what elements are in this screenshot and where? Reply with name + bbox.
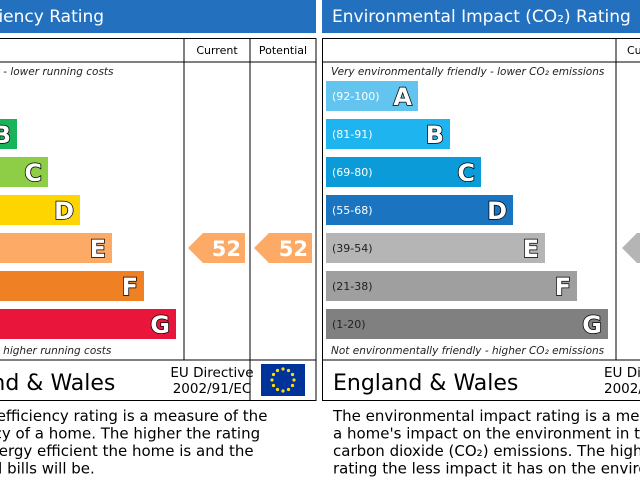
- band-bar: [326, 233, 545, 263]
- directive: 2002/91/EC: [604, 381, 640, 397]
- directive: EU Directive: [170, 365, 253, 381]
- flag-star: [286, 387, 291, 392]
- description-line: lower the fuel bills will be.: [0, 460, 95, 478]
- bottom-note: Not environmentally friendly - higher CO…: [331, 345, 605, 357]
- title-bar: [0, 0, 316, 33]
- description-line: overall efficiency of a home. The higher…: [0, 425, 260, 443]
- band-letter: C: [24, 159, 42, 187]
- eu-flag: [261, 364, 305, 396]
- band-bar: [0, 271, 144, 301]
- potential-value: 52: [279, 237, 308, 261]
- flag-star: [271, 372, 276, 377]
- band-letter: D: [487, 197, 507, 225]
- band-bar: [0, 157, 48, 187]
- description-line: The environmental impact rating is a mea…: [332, 407, 640, 425]
- description-line: rating the less impact it has on the env…: [333, 460, 640, 478]
- bottom-note: Not energy efficient - higher running co…: [0, 345, 112, 357]
- band-range: (81-91): [332, 128, 373, 141]
- band-bar: [326, 119, 450, 149]
- region: England & Wales: [333, 371, 518, 396]
- current-arrow: [188, 233, 245, 263]
- band-range: (1-20): [332, 318, 366, 331]
- potential-arrow: [254, 233, 312, 263]
- band-letter: B: [426, 121, 444, 149]
- description-line: The energy efficiency rating is a measur…: [0, 407, 267, 425]
- band-letter: F: [555, 273, 571, 301]
- band-bar: [0, 309, 176, 339]
- band-bar: [0, 233, 112, 263]
- panel-frame: [322, 38, 640, 401]
- band-letter: B: [0, 121, 11, 149]
- band-range: (21-38): [332, 280, 373, 293]
- flag-star: [270, 378, 274, 382]
- top-note: Very energy efficient - lower running co…: [0, 66, 114, 78]
- description-line: a home's impact on the environment in te…: [333, 425, 640, 443]
- band-bar: [0, 119, 17, 149]
- band-bar: [326, 271, 577, 301]
- band-range: (39-54): [332, 242, 373, 255]
- description-line: carbon dioxide (CO₂) emissions. The high…: [333, 442, 640, 460]
- band-range: (92-100): [332, 90, 380, 103]
- flag-star: [271, 383, 276, 388]
- band-bar: [326, 309, 608, 339]
- flag-star: [275, 368, 280, 373]
- flag-star: [281, 367, 285, 371]
- band-letter: E: [90, 235, 106, 263]
- title-bar: [322, 0, 640, 33]
- flag-star: [290, 383, 295, 388]
- band-letter: E: [523, 235, 539, 263]
- directive: 2002/91/EC: [173, 381, 252, 397]
- flag-star: [275, 387, 280, 392]
- flag-star: [290, 372, 295, 377]
- flag-star: [286, 368, 291, 373]
- band-bar: [326, 195, 513, 225]
- band-range: (69-80): [332, 166, 373, 179]
- column-header: Current: [196, 44, 238, 57]
- top-note: Very environmentally friendly - lower CO…: [331, 66, 605, 78]
- column-header: Current: [627, 44, 640, 57]
- band-bar: [326, 157, 481, 187]
- current-arrow: [622, 233, 640, 263]
- panel-title: Energy Efficiency Rating: [0, 7, 104, 27]
- directive: EU Directive: [604, 365, 640, 381]
- description-line: the more energy efficient the home is an…: [0, 442, 254, 460]
- band-letter: G: [582, 311, 602, 339]
- current-value: 52: [212, 237, 241, 261]
- band-letter: F: [122, 273, 138, 301]
- region: England & Wales: [0, 371, 115, 396]
- band-letter: G: [150, 311, 170, 339]
- panel-title: Environmental Impact (CO₂) Rating: [332, 7, 631, 27]
- band-letter: C: [457, 159, 475, 187]
- band-letter: D: [54, 197, 74, 225]
- band-range: (55-68): [332, 204, 373, 217]
- band-bar: [326, 81, 418, 111]
- flag-star: [292, 378, 296, 382]
- column-header: Potential: [259, 44, 307, 57]
- panel-frame: [0, 38, 317, 401]
- band-letter: A: [393, 83, 412, 111]
- band-bar: [0, 195, 80, 225]
- flag-star: [281, 389, 285, 393]
